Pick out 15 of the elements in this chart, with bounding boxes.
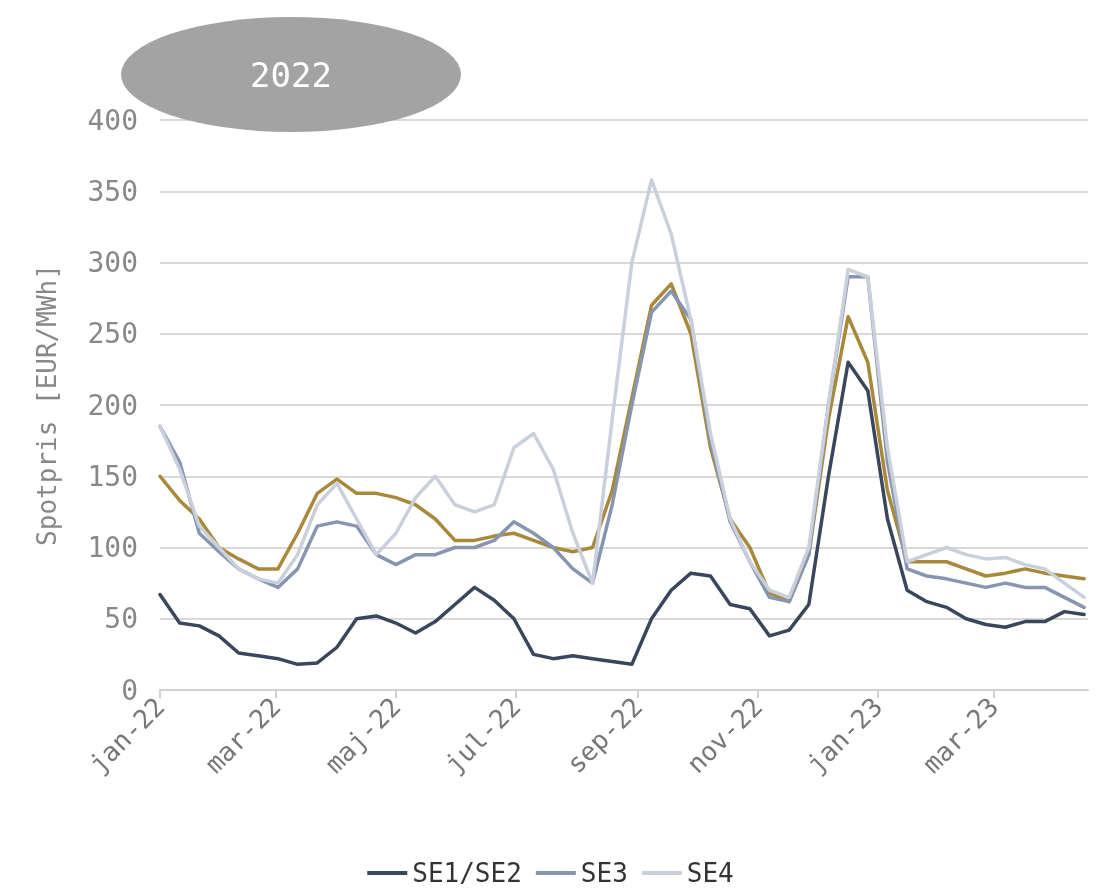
y-axis-title: Spotpris [EUR/MWh] (32, 264, 62, 546)
line-series (158, 360, 1086, 667)
y-tick-label: 350 (87, 174, 138, 208)
y-tick-label: 150 (87, 459, 138, 493)
y-tick-label: 200 (87, 388, 138, 422)
y-tick-label: 50 (104, 602, 138, 636)
legend-label: SE1/SE2 (412, 858, 522, 888)
y-tick-label: 250 (87, 317, 138, 351)
legend-label: SE3 (580, 858, 628, 888)
legend-label: SE4 (686, 858, 734, 888)
y-tick-label: 300 (87, 246, 138, 279)
y-tick-label: 0 (121, 673, 138, 707)
line-series (158, 178, 1086, 600)
y-tick-label: 400 (87, 103, 138, 137)
y-tick-label: 100 (87, 531, 138, 564)
